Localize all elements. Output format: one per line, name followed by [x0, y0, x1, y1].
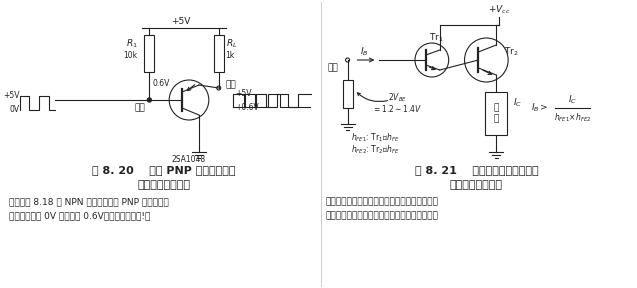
FancyArrowPatch shape — [357, 93, 387, 102]
Text: $h_{FE1}$: Tr$_1$的$h_{FE}$: $h_{FE1}$: Tr$_1$的$h_{FE}$ — [350, 132, 399, 144]
Text: 接。最近的功率晶体管内部大多是达林顿型的）: 接。最近的功率晶体管内部大多是达林顿型的） — [326, 211, 439, 221]
Text: $I_C$: $I_C$ — [513, 97, 522, 109]
Text: $R_1$: $R_1$ — [125, 38, 138, 50]
Text: 图 8. 20    使用 PNP 晶体管的射极: 图 8. 20 使用 PNP 晶体管的射极 — [92, 165, 236, 175]
Text: $I_B$: $I_B$ — [360, 46, 369, 58]
Circle shape — [169, 80, 209, 120]
Text: $I_C$: $I_C$ — [568, 94, 577, 106]
Text: +5V: +5V — [171, 18, 190, 26]
Text: $R_L$: $R_L$ — [225, 38, 237, 50]
Text: 0.6V: 0.6V — [153, 79, 170, 88]
Text: 跟随器型开关电路: 跟随器型开关电路 — [450, 180, 503, 190]
Text: （当需要提供大的负载电流时经常采用达林顿连: （当需要提供大的负载电流时经常采用达林顿连 — [326, 198, 439, 206]
Bar — [485, 92, 507, 135]
Text: 1k: 1k — [225, 50, 235, 60]
Text: Tr$_1$: Tr$_1$ — [429, 32, 444, 44]
Text: 2SA1048: 2SA1048 — [172, 155, 206, 164]
Text: 输入: 输入 — [328, 63, 338, 73]
Bar — [343, 80, 352, 108]
Text: $h_{FE2}$: Tr$_2$的$h_{FE}$: $h_{FE2}$: Tr$_2$的$h_{FE}$ — [350, 144, 399, 156]
Text: 图 8. 21    采用达林顿连接的射极: 图 8. 21 采用达林顿连接的射极 — [415, 165, 538, 175]
Text: $=1.2{\sim}1.4V$: $=1.2{\sim}1.4V$ — [372, 103, 422, 113]
Text: $+V_{cc}$: $+V_{cc}$ — [488, 4, 510, 16]
Text: 负
载: 负 载 — [494, 104, 499, 123]
Text: $I_B >$: $I_B >$ — [531, 102, 548, 114]
Text: $h_{FE1}{\times}h_{FE2}$: $h_{FE1}{\times}h_{FE2}$ — [554, 112, 591, 124]
Text: +0.6V: +0.6V — [236, 103, 259, 111]
Circle shape — [415, 43, 448, 77]
Circle shape — [464, 38, 508, 82]
Bar — [214, 35, 224, 72]
Text: 0V: 0V — [10, 105, 20, 115]
Text: Tr$_2$: Tr$_2$ — [504, 46, 519, 58]
Circle shape — [147, 98, 152, 102]
Text: 10k: 10k — [124, 50, 138, 60]
Text: +5V: +5V — [236, 90, 252, 98]
Text: 输入: 输入 — [134, 103, 145, 113]
Text: 跟随器型开关电路: 跟随器型开关电路 — [138, 180, 190, 190]
Text: 应该注意输入 0V 时输出是 0.6V，晶体管未饱和!）: 应该注意输入 0V 时输出是 0.6V，晶体管未饱和!） — [9, 211, 150, 221]
Bar — [145, 35, 154, 72]
Text: （是把图 8.18 的 NPN 型晶体管换为 PNP 型的电路。: （是把图 8.18 的 NPN 型晶体管换为 PNP 型的电路。 — [9, 198, 168, 206]
Text: 输出: 输出 — [225, 81, 236, 90]
Text: +5V: +5V — [3, 92, 20, 101]
Text: $2V_{BE}$: $2V_{BE}$ — [387, 92, 406, 104]
